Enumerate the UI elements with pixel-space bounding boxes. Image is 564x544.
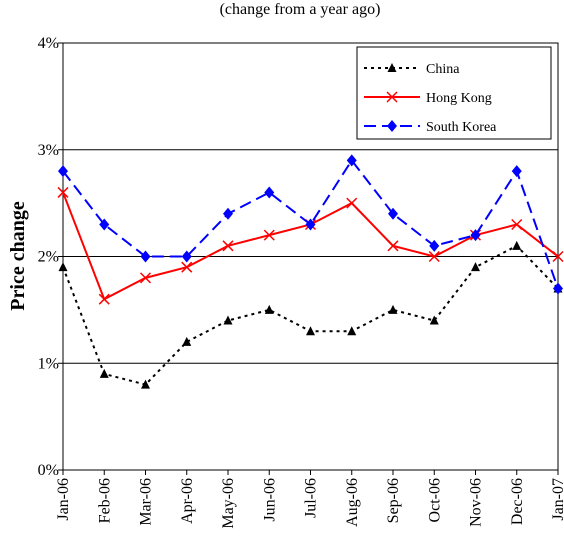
y-tick-label: 0%: [38, 462, 59, 479]
data-point-hong-kong: [263, 229, 275, 241]
y-axis: 0% 1% 2% 3% 4%: [38, 35, 63, 479]
data-point-south-korea: [346, 154, 357, 167]
x-axis: Jan-06 Feb-06 Mar-06 Apr-06 May-06 Jun-06 Jul-…: [55, 470, 564, 529]
x-tick-label: Jan-07: [550, 478, 564, 521]
legend-item-hong-kong: Hong Kong: [364, 91, 492, 106]
x-tick-label: Feb-06: [96, 478, 113, 523]
data-point-south-korea: [511, 165, 522, 178]
x-tick-label: May-06: [220, 478, 237, 529]
data-point-hong-kong: [139, 272, 152, 284]
data-point-china: [58, 262, 68, 272]
x-tick-label: Oct-06: [426, 478, 443, 522]
data-point-china: [388, 304, 398, 314]
data-point-hong-kong: [57, 186, 69, 198]
data-point-south-korea: [99, 218, 110, 231]
data-point-south-korea: [388, 207, 398, 220]
y-tick-label: 3%: [38, 142, 59, 159]
data-point-china: [182, 336, 192, 346]
legend-label: Hong Kong: [426, 91, 492, 106]
data-point-china: [99, 368, 109, 378]
data-point-south-korea: [181, 250, 192, 263]
data-point-south-korea: [553, 282, 563, 295]
legend-marker: [386, 91, 398, 103]
data-point-china: [223, 315, 233, 325]
data-point-hong-kong: [181, 261, 193, 273]
legend-marker: [387, 120, 397, 132]
series-south-korea: [58, 154, 563, 295]
data-point-south-korea: [223, 207, 233, 220]
series-lines: [57, 154, 564, 389]
data-point-south-korea: [140, 250, 151, 263]
data-point-hong-kong: [552, 250, 564, 263]
y-axis-label: Price change: [7, 201, 29, 311]
legend-marker: [387, 63, 397, 72]
x-tick-label: Jan-06: [55, 478, 72, 521]
data-point-hong-kong: [98, 293, 110, 305]
y-tick-label: 2%: [38, 249, 59, 266]
x-tick-label: Jun-06: [261, 478, 278, 522]
data-point-south-korea: [429, 239, 440, 252]
data-point-china: [471, 262, 480, 272]
data-point-hong-kong: [222, 240, 234, 252]
x-tick-label: Nov-06: [468, 478, 485, 527]
legend: China Hong Kong South Korea: [356, 46, 552, 140]
data-point-china: [512, 240, 522, 250]
x-tick-label: Apr-06: [179, 478, 196, 524]
data-point-china: [141, 379, 150, 389]
x-tick-label: Sep-06: [385, 478, 402, 523]
data-point-china: [264, 304, 274, 314]
chart-subtitle: (change from a year ago): [220, 1, 381, 18]
legend-item-south-korea: South Korea: [364, 120, 497, 135]
legend-items: China Hong Kong South Korea: [364, 62, 497, 135]
data-point-hong-kong: [387, 240, 399, 252]
legend-label: South Korea: [426, 120, 497, 135]
data-point-south-korea: [58, 165, 68, 178]
legend-label: China: [426, 62, 460, 77]
y-tick-label: 1%: [38, 355, 59, 372]
data-point-south-korea: [305, 218, 316, 231]
x-tick-label: Aug-06: [344, 478, 361, 527]
data-point-hong-kong: [428, 250, 440, 263]
data-point-hong-kong: [511, 218, 523, 231]
x-tick-label: Dec-06: [509, 478, 526, 525]
data-point-south-korea: [264, 186, 275, 199]
data-point-hong-kong: [346, 197, 358, 209]
x-tick-label: Jul-06: [303, 478, 320, 518]
data-point-china: [306, 326, 315, 336]
data-point-south-korea: [470, 229, 481, 242]
y-tick-label: 4%: [38, 35, 59, 52]
data-point-china: [429, 315, 439, 325]
x-tick-label: Mar-06: [138, 478, 155, 526]
data-point-china: [347, 326, 357, 336]
legend-item-china: China: [364, 62, 460, 77]
